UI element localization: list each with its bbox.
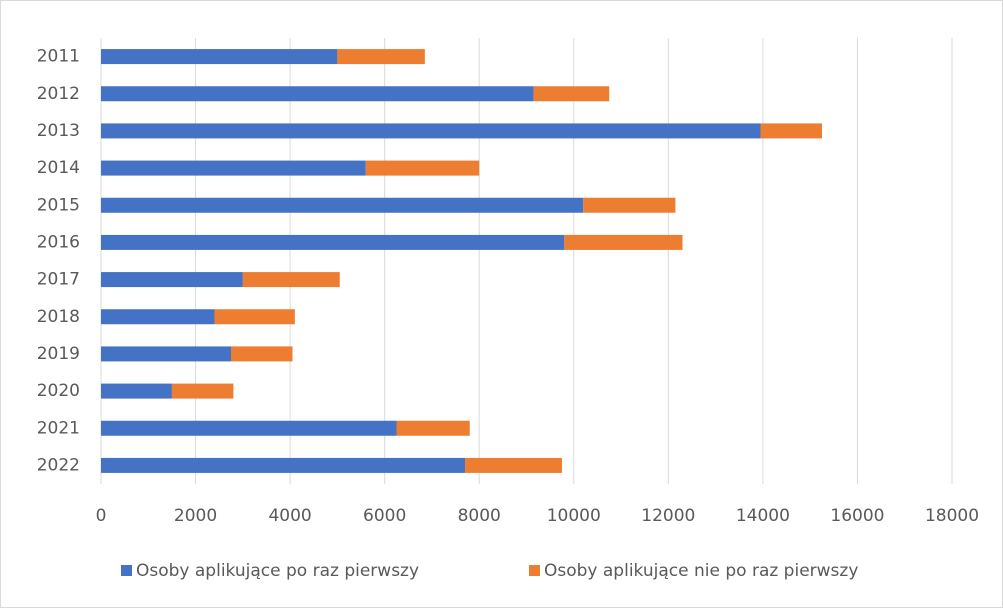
y-tick-label: 2013 (37, 121, 80, 141)
y-tick-label: 2011 (37, 47, 80, 67)
bar-segment (101, 383, 172, 399)
bar-segment (101, 457, 466, 473)
bar-segment (101, 49, 338, 65)
legend-swatch (529, 565, 540, 576)
x-tick-label: 12000 (641, 506, 695, 526)
bar-segment (231, 346, 293, 362)
y-tick-label: 2014 (37, 158, 80, 178)
bar-segment (101, 272, 243, 288)
bar-segment (101, 234, 565, 250)
bar-segment (101, 309, 215, 325)
x-tick-label: 2000 (174, 506, 217, 526)
bar-segment (337, 49, 425, 65)
y-tick-label: 2016 (37, 232, 80, 252)
bar-segment (101, 346, 232, 362)
bar-segment (564, 234, 683, 250)
bar-segment (396, 420, 470, 436)
y-tick-label: 2020 (37, 381, 80, 401)
bar-segment (760, 123, 822, 139)
bar-segment (214, 309, 295, 325)
bar-segment (101, 86, 534, 102)
bar-segment (583, 197, 676, 213)
bar-segment (465, 457, 562, 473)
bar-segment (101, 197, 584, 213)
y-tick-label: 2012 (37, 84, 80, 104)
y-tick-label: 2021 (37, 418, 80, 438)
legend-label: Osoby aplikujące nie po raz pierwszy (544, 561, 858, 581)
x-tick-label: 16000 (830, 506, 884, 526)
bar-segment (365, 160, 480, 176)
y-tick-label: 2019 (37, 344, 80, 364)
bar-segment (242, 272, 340, 288)
bar-segment (101, 123, 761, 139)
x-tick-label: 14000 (736, 506, 790, 526)
y-tick-label: 2017 (37, 270, 80, 290)
y-tick-label: 2018 (37, 307, 80, 327)
y-tick-label: 2015 (37, 195, 80, 215)
x-tick-label: 8000 (458, 506, 501, 526)
x-tick-label: 4000 (268, 506, 311, 526)
x-tick-label: 18000 (925, 506, 979, 526)
x-tick-label: 0 (96, 506, 107, 526)
bar-segment (101, 160, 366, 176)
bar-segment (533, 86, 610, 102)
legend-label: Osoby aplikujące po raz pierwszy (136, 561, 419, 581)
bar-segment (171, 383, 234, 399)
x-tick-label: 6000 (363, 506, 406, 526)
legend-swatch (121, 565, 132, 576)
x-tick-label: 10000 (547, 506, 601, 526)
bar-segment (101, 420, 397, 436)
y-tick-label: 2022 (37, 455, 80, 475)
